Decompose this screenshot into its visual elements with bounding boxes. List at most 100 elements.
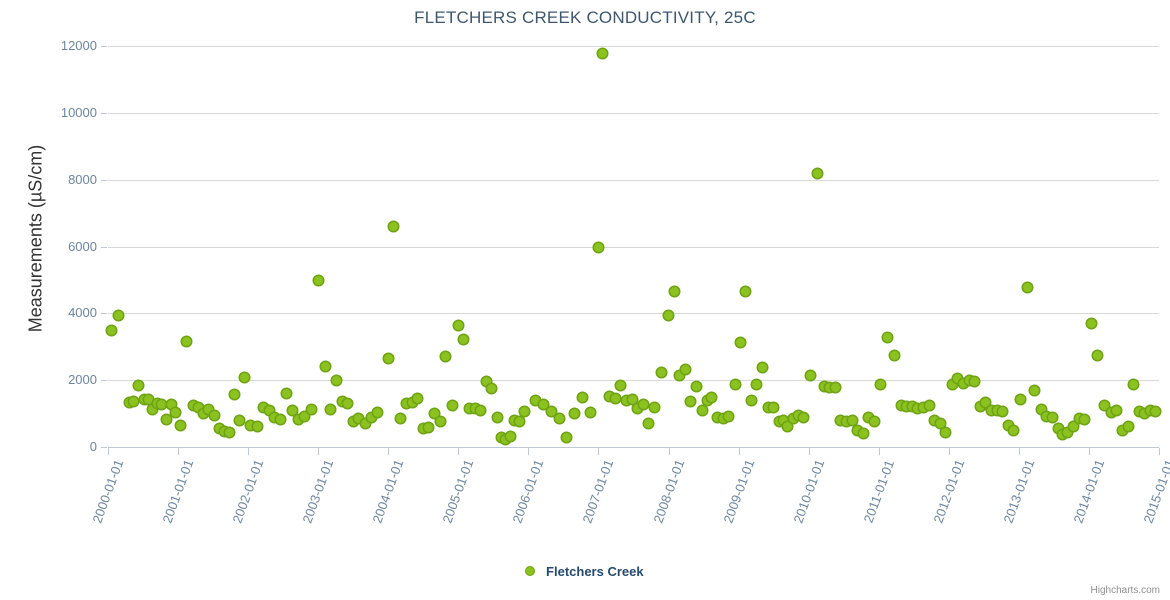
data-point[interactable] [320,362,330,372]
data-point[interactable] [148,405,158,415]
data-point[interactable] [633,403,643,413]
data-point[interactable] [487,384,497,394]
data-point[interactable] [680,364,690,374]
data-point[interactable] [360,419,370,429]
data-point[interactable] [713,413,723,423]
data-point[interactable] [842,417,851,427]
data-point[interactable] [930,415,940,425]
data-point[interactable] [366,412,376,422]
data-point[interactable] [435,417,445,427]
data-point[interactable] [395,414,405,424]
data-point[interactable] [481,376,491,386]
data-point[interactable] [981,398,991,408]
data-point[interactable] [964,375,974,385]
data-point[interactable] [505,432,515,442]
data-point[interactable] [501,434,511,444]
data-point[interactable] [1118,425,1128,435]
data-point[interactable] [953,373,963,383]
data-point[interactable] [124,398,134,408]
data-point[interactable] [229,390,239,400]
data-point[interactable] [896,401,906,411]
data-point[interactable] [975,401,985,411]
data-point[interactable] [650,402,660,412]
data-point[interactable] [627,394,637,404]
data-point[interactable] [746,395,756,405]
data-point[interactable] [819,381,829,391]
data-point[interactable] [1092,351,1102,361]
data-point[interactable] [830,383,840,393]
data-point[interactable] [539,399,549,409]
data-point[interactable] [1150,406,1160,416]
data-point[interactable] [707,393,717,403]
data-point[interactable] [616,381,626,390]
data-point[interactable] [418,424,428,434]
data-point[interactable] [264,405,274,415]
data-point[interactable] [864,413,874,423]
data-point[interactable] [778,415,788,425]
data-point[interactable] [940,428,950,438]
highcharts-credit[interactable]: Highcharts.com [1090,585,1160,596]
data-point[interactable] [907,402,917,412]
data-point[interactable] [1099,401,1109,411]
data-point[interactable] [306,404,316,414]
data-point[interactable] [1022,283,1032,293]
data-point[interactable] [638,400,648,410]
data-point[interactable] [1140,408,1150,418]
data-point[interactable] [476,406,486,416]
data-point[interactable] [1074,413,1084,423]
data-point[interactable] [294,415,304,425]
data-point[interactable] [470,404,480,414]
data-point[interactable] [836,415,846,425]
data-point[interactable] [959,379,968,388]
data-point[interactable] [736,338,746,348]
data-point[interactable] [170,408,180,418]
data-point[interactable] [509,415,519,425]
data-point[interactable] [181,337,191,347]
data-point[interactable] [199,409,209,419]
data-point[interactable] [741,286,751,296]
data-point[interactable] [161,415,171,425]
data-point[interactable] [987,405,997,415]
data-point[interactable] [1129,380,1139,390]
data-point[interactable] [799,413,809,423]
data-point[interactable] [1003,420,1013,430]
data-point[interactable] [1112,405,1122,415]
data-point[interactable] [858,429,868,439]
data-point[interactable] [519,406,529,416]
data-point[interactable] [459,334,469,344]
data-point[interactable] [657,367,667,377]
data-point[interactable] [675,370,685,380]
data-point[interactable] [812,169,822,179]
data-point[interactable] [805,371,815,381]
data-point[interactable] [337,396,347,406]
data-point[interactable] [547,406,557,416]
data-point[interactable] [129,396,139,406]
data-point[interactable] [214,424,224,434]
data-point[interactable] [354,413,364,423]
data-point[interactable] [246,421,256,431]
data-point[interactable] [924,401,934,411]
data-point[interactable] [252,421,262,431]
data-point[interactable] [1063,428,1073,438]
data-point[interactable] [570,409,580,419]
data-point[interactable] [847,416,857,426]
data-point[interactable] [530,395,540,405]
data-point[interactable] [1036,405,1046,415]
data-point[interactable] [788,414,798,424]
data-point[interactable] [724,412,734,422]
data-point[interactable] [313,275,323,285]
data-point[interactable] [343,399,353,409]
data-point[interactable] [1053,424,1063,434]
data-point[interactable] [998,407,1008,417]
data-point[interactable] [1106,408,1116,418]
data-point[interactable] [825,382,835,392]
data-point[interactable] [913,403,923,413]
data-point[interactable] [1086,318,1096,328]
data-point[interactable] [870,417,880,427]
data-point[interactable] [697,406,707,416]
data-point[interactable] [430,408,439,418]
data-point[interactable] [763,403,773,413]
data-point[interactable] [193,403,203,413]
data-point[interactable] [621,395,631,405]
data-point[interactable] [275,415,285,425]
